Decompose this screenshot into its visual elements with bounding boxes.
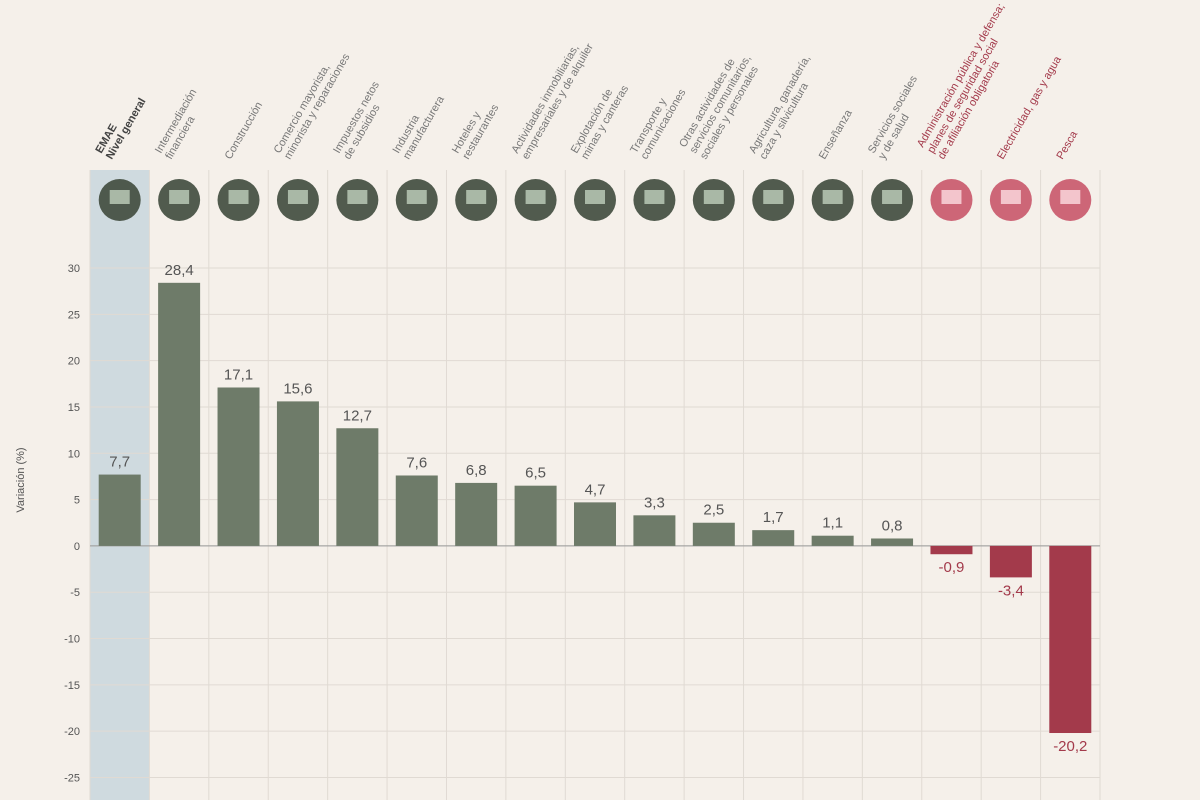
category-icon-detail (287, 190, 308, 204)
bar (871, 538, 914, 546)
category-icon-detail (406, 190, 427, 204)
value-label: 15,6 (283, 380, 312, 397)
value-label: 1,7 (763, 509, 784, 526)
y-tick-label: -20 (64, 726, 80, 738)
category-icon-detail (347, 190, 368, 204)
y-tick-label: 25 (68, 309, 80, 321)
bar (574, 502, 616, 546)
bar (395, 475, 438, 546)
category-icon-detail (1060, 190, 1081, 204)
category-icon-detail (822, 190, 843, 204)
y-tick-label: 20 (68, 356, 80, 368)
value-label: 1,1 (822, 515, 843, 532)
y-tick-label: 10 (68, 448, 80, 460)
y-tick-label: 5 (74, 495, 80, 507)
bar (752, 530, 795, 546)
y-tick-label: 0 (74, 541, 80, 553)
category-icon-detail (703, 190, 724, 204)
bar (1049, 545, 1092, 734)
category-icon-detail (466, 190, 487, 204)
bar (455, 482, 498, 546)
value-label: -3,4 (998, 582, 1024, 599)
category-icon-detail (109, 190, 130, 204)
bar (811, 535, 854, 546)
value-label: -20,2 (1053, 738, 1087, 755)
bar (930, 545, 973, 555)
value-label: -0,9 (939, 559, 965, 576)
bar (98, 474, 141, 546)
category-icon-detail (585, 190, 605, 204)
value-label: 3,3 (644, 494, 665, 511)
value-label: 7,6 (406, 454, 427, 471)
y-tick-label: 15 (68, 402, 80, 414)
bar (336, 428, 379, 546)
value-label: 28,4 (165, 262, 194, 279)
value-label: 2,5 (703, 502, 724, 519)
bar (989, 545, 1032, 578)
bar (633, 515, 676, 546)
bar (692, 522, 735, 546)
category-icon-detail (644, 190, 665, 204)
bar (514, 485, 557, 546)
y-axis-label: Variación (%) (15, 447, 27, 512)
category-icon-detail (882, 190, 903, 204)
category-icon-detail (1000, 190, 1021, 204)
value-label: 0,8 (882, 517, 903, 534)
category-icon-detail (169, 190, 190, 204)
value-label: 12,7 (343, 407, 372, 424)
category-icon-detail (525, 190, 546, 204)
y-tick-label: 30 (68, 263, 80, 275)
value-label: 6,5 (525, 465, 546, 482)
bar (276, 401, 319, 546)
value-label: 6,8 (466, 462, 487, 479)
category-icon-detail (941, 190, 962, 204)
bar (217, 387, 260, 546)
y-tick-label: -25 (64, 772, 80, 784)
value-label: 7,7 (109, 454, 130, 471)
y-tick-label: -10 (64, 634, 80, 646)
value-label: 17,1 (224, 366, 253, 383)
y-tick-label: -15 (64, 680, 80, 692)
value-label: 4,7 (585, 481, 606, 498)
category-icon-detail (763, 190, 784, 204)
category-icon-detail (228, 190, 249, 204)
y-tick-label: -5 (70, 587, 80, 599)
bar (158, 282, 201, 546)
